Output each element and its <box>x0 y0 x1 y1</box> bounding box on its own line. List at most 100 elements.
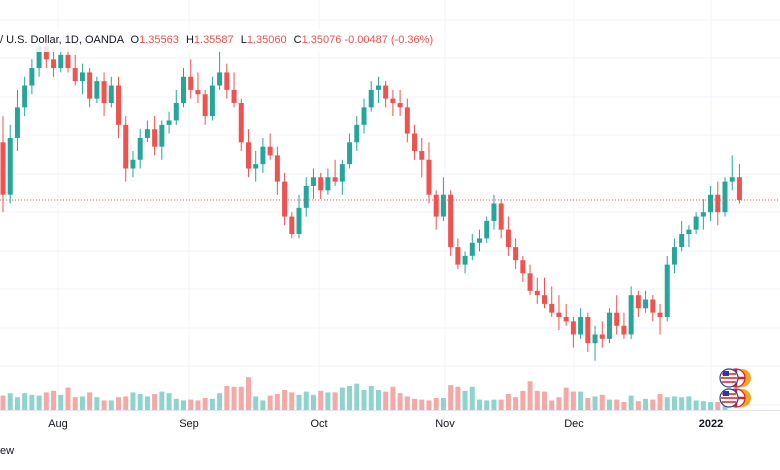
price-chart[interactable] <box>0 0 780 410</box>
candle-body <box>469 242 475 256</box>
volume-bar <box>570 391 576 410</box>
candle-body <box>368 89 374 108</box>
volume-bar <box>318 390 324 410</box>
candle-body <box>101 81 107 103</box>
candle-body <box>152 129 158 147</box>
candle-body <box>592 334 598 344</box>
volume-bar <box>101 400 107 410</box>
candle-body <box>679 234 685 248</box>
volume-bar <box>599 394 605 410</box>
volume-bar <box>238 386 244 410</box>
candle-body <box>282 181 288 217</box>
volume-bar <box>578 391 584 410</box>
volume-bar <box>643 398 649 410</box>
candle-body <box>318 177 324 191</box>
volume-bar <box>664 397 670 410</box>
volume-bar <box>700 401 706 410</box>
candle-body <box>462 255 468 265</box>
volume-bar <box>123 396 129 410</box>
legend-symbol: / U.S. Dollar, 1D, OANDA <box>0 34 124 46</box>
candle-body <box>542 295 547 304</box>
flag-us-canton-icon-2 <box>723 391 729 396</box>
candle-body <box>426 159 432 195</box>
volume-bar <box>592 396 598 410</box>
time-label-2022: 2022 <box>698 418 724 430</box>
volume-bar <box>36 395 42 410</box>
candle-body <box>159 124 165 147</box>
candle-body <box>527 273 533 291</box>
volume-bar <box>505 394 511 410</box>
volume-bar <box>686 396 692 410</box>
time-axis[interactable]: Aug Sep Oct Nov Dec 2022 <box>0 410 780 437</box>
volume-bar <box>51 390 57 410</box>
candle-body <box>181 76 186 103</box>
volume-bar <box>166 393 172 410</box>
candle-body <box>296 207 302 235</box>
volume-bar <box>542 391 547 410</box>
volume-bar <box>527 381 533 410</box>
candle-body <box>347 142 353 165</box>
chart-grid <box>0 0 780 410</box>
volume-bar <box>462 390 468 410</box>
candle-body <box>513 247 519 261</box>
candle-body <box>693 216 699 230</box>
candle-body <box>144 129 150 138</box>
candle-body <box>245 142 251 169</box>
volume-bar <box>491 399 497 410</box>
legend-low-value: 1.35060 <box>246 34 287 46</box>
candle-body <box>310 177 316 186</box>
volume-bar <box>671 396 677 410</box>
candle-body <box>729 177 735 182</box>
volume-bar <box>556 397 562 410</box>
candle-body <box>657 312 663 318</box>
candle-body <box>390 98 396 103</box>
volume-bar <box>383 391 389 410</box>
candle-body <box>123 124 129 169</box>
volume-bar <box>58 394 64 410</box>
candle-body <box>419 151 425 160</box>
candle-body <box>202 94 208 117</box>
flag-us-canton-icon <box>723 371 729 376</box>
volume-bar <box>303 391 309 410</box>
candle-body <box>650 299 656 313</box>
candle-body <box>166 120 172 125</box>
currency-flags-icon[interactable] <box>718 366 758 410</box>
time-label-nov: Nov <box>435 418 455 430</box>
volume-bar <box>245 377 251 410</box>
volume-bar <box>296 394 302 410</box>
volume-bar <box>549 400 555 410</box>
volume-bar <box>693 400 699 410</box>
time-label-aug: Aug <box>48 418 68 430</box>
candle-body <box>173 102 179 121</box>
candle-body <box>578 317 584 335</box>
candle-body <box>397 102 403 108</box>
candle-body <box>520 260 526 274</box>
candle-body <box>116 85 122 125</box>
volume-bar <box>173 398 179 410</box>
volume-bar <box>339 387 345 410</box>
candle-body <box>433 194 439 217</box>
candle-body <box>708 194 714 213</box>
volume-bar <box>455 386 461 410</box>
volume-bar <box>152 394 158 410</box>
volume-bar <box>433 398 439 410</box>
candle-body <box>238 102 244 143</box>
candle-body <box>664 264 670 318</box>
volume-bar <box>159 391 165 410</box>
volume-bar <box>375 390 381 410</box>
volume-bar <box>108 400 114 410</box>
legend-close-value: 1.35076 <box>301 34 342 46</box>
volume-bars <box>0 377 728 410</box>
candle-body <box>635 295 641 309</box>
candle-body <box>570 321 576 335</box>
candle-body <box>79 72 85 82</box>
candle-body <box>412 133 418 152</box>
chart-area[interactable]: / U.S. Dollar, 1D, OANDA O1.35563 H1.355… <box>0 0 780 410</box>
candle-body <box>7 137 13 195</box>
volume-bar <box>657 394 663 410</box>
volume-bar <box>440 398 446 410</box>
volume-bar <box>22 393 28 410</box>
volume-bar <box>325 392 331 410</box>
volume-bar <box>513 397 519 410</box>
volume-bar <box>188 399 194 410</box>
